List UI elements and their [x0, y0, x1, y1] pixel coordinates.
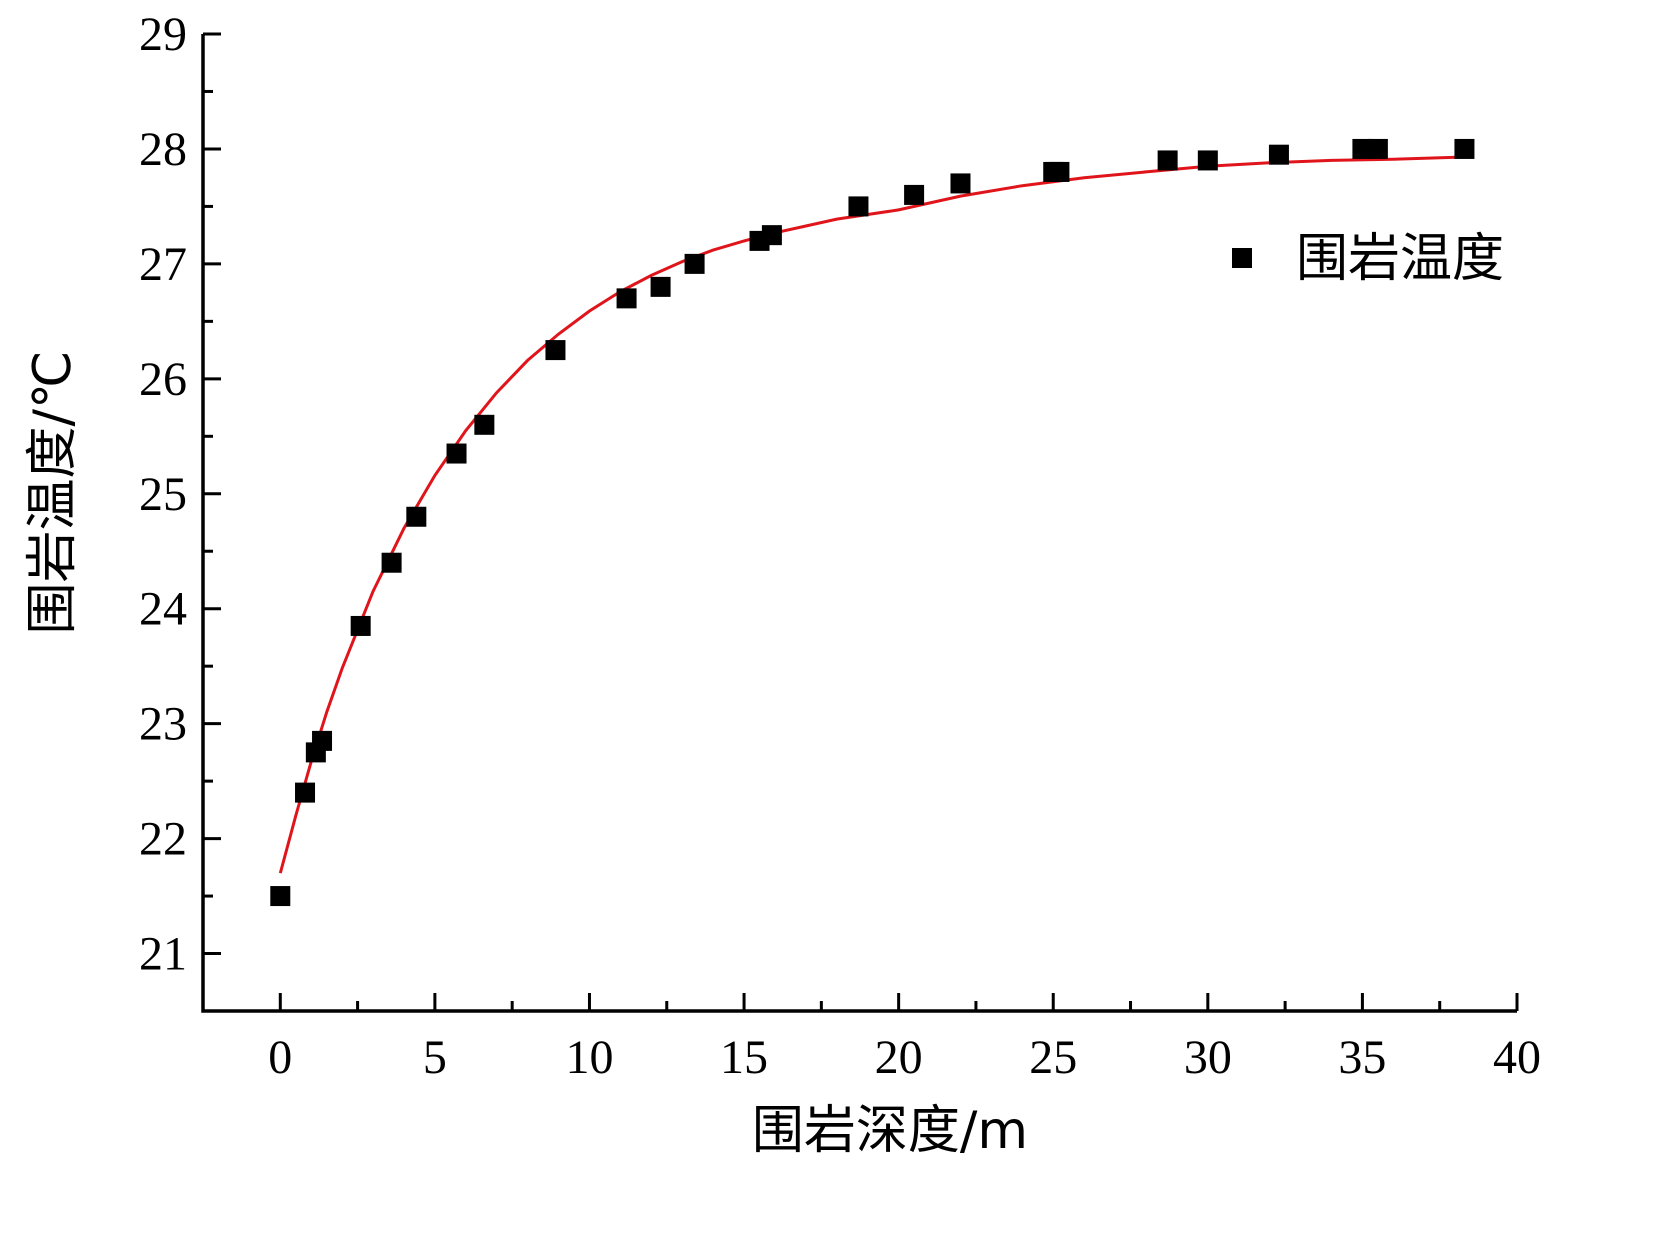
x-tick-label: 0	[268, 1031, 292, 1084]
data-point	[950, 173, 971, 194]
x-axis-title: 围岩深度/m	[752, 1101, 1028, 1161]
y-tick-label: 26	[139, 353, 187, 406]
data-point	[1367, 138, 1388, 159]
data-point	[381, 552, 402, 573]
data-point	[350, 615, 371, 636]
data-point	[1049, 161, 1070, 182]
legend: 围岩温度	[1232, 229, 1504, 289]
y-tick-label: 24	[139, 583, 187, 636]
x-tick-label: 20	[875, 1031, 923, 1084]
plot-axes	[201, 34, 1517, 1013]
x-tick-label: 10	[565, 1031, 613, 1084]
x-tick-label: 5	[423, 1031, 447, 1084]
data-point	[1352, 138, 1373, 159]
x-tick-label: 30	[1184, 1031, 1232, 1084]
y-tick-label: 28	[139, 123, 187, 176]
data-point	[295, 782, 316, 803]
x-tick-label: 15	[720, 1031, 768, 1084]
legend-label: 围岩温度	[1296, 229, 1504, 289]
data-point	[904, 184, 925, 205]
y-tick-label: 21	[139, 928, 187, 981]
data-point	[446, 443, 467, 464]
data-point	[312, 730, 333, 751]
axis-ticks: 21 22 23 24 25 26 27 28 29 0 5 10 15 20 25 30 35 40	[139, 8, 1541, 1084]
y-tick-label: 23	[139, 698, 187, 751]
data-point	[616, 288, 637, 309]
data-point	[1197, 150, 1218, 171]
x-tick-label: 25	[1029, 1031, 1077, 1084]
data-point	[1454, 138, 1475, 159]
data-point	[650, 276, 671, 297]
data-point	[474, 414, 495, 435]
data-points-layer	[270, 138, 1475, 907]
y-axis-title: 围岩温度/℃	[23, 351, 83, 635]
data-point	[545, 340, 566, 361]
y-tick-label: 29	[139, 8, 187, 61]
y-tick-label: 22	[139, 813, 187, 866]
data-point	[406, 506, 427, 527]
data-point	[684, 253, 705, 274]
data-point	[848, 196, 869, 217]
x-tick-label: 40	[1493, 1031, 1541, 1084]
fit-curve	[278, 155, 1465, 874]
fit-curve-layer	[278, 155, 1465, 874]
data-point	[761, 225, 782, 246]
data-point	[270, 886, 291, 907]
y-tick-label: 27	[139, 238, 187, 291]
legend-marker	[1232, 248, 1252, 268]
x-tick-label: 35	[1338, 1031, 1386, 1084]
data-point	[1157, 150, 1178, 171]
y-tick-label: 25	[139, 468, 187, 521]
data-point	[1268, 144, 1289, 165]
